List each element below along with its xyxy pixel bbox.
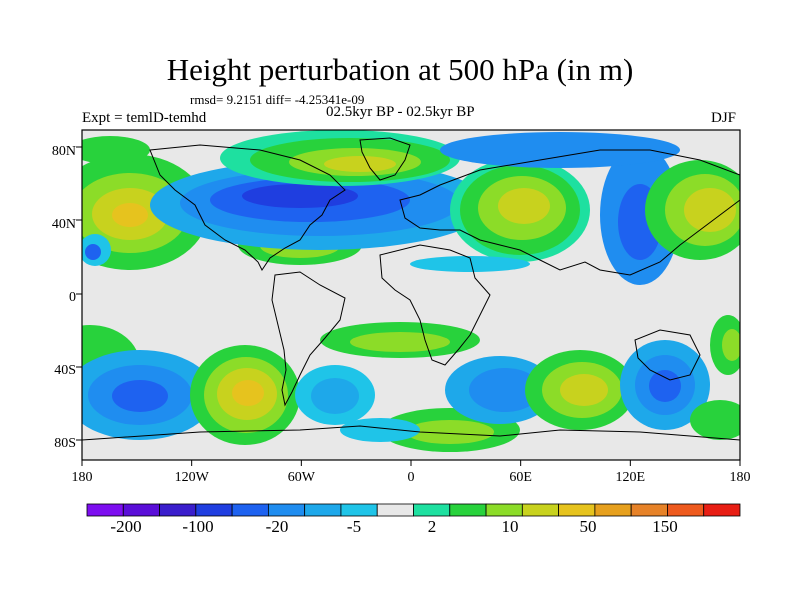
colorbar-swatch [267,503,306,517]
lon-label-120e: 120E [616,470,646,485]
experiment-label: Expt = temlD-temhd [82,110,207,126]
south-america-outline [271,271,346,407]
southern-hemisphere-anomalies [82,315,740,452]
lon-label-60e: 60E [509,470,532,485]
colorbar-swatch [485,503,523,517]
colorbar-swatch [304,503,342,517]
antarctica-outline [82,425,740,441]
colorbar-label-8: 150 [652,517,678,536]
africa-outline [379,244,491,366]
colorbar-label-5: 2 [428,517,437,536]
stats-line: rmsd= 9.2151 diff= -4.25341e-09 [190,92,365,107]
lat-label-40s: 40S [54,363,76,378]
colorbar [86,503,741,517]
colorbar-swatch [594,503,632,517]
colorbar-swatch [703,503,741,517]
lat-label-80n: 80N [52,144,76,159]
colorbar-swatch [667,503,705,517]
colorbar-label-6: 10 [502,517,519,536]
arctic-positive-anomaly [82,130,460,186]
colorbar-swatch [195,503,233,517]
colorbar-swatch [630,503,668,517]
colorbar-swatch [558,503,596,517]
tick-marks [76,146,741,466]
colorbar-swatch [449,503,487,517]
field-layer [82,130,740,460]
season-label: DJF [711,110,737,126]
colorbar-label-2: -100 [182,517,213,536]
colorbar-swatch [413,503,451,517]
eurasia-positive-anomaly [410,132,740,285]
colorbar-label-7: 50 [580,517,597,536]
colorbar-swatch [86,503,124,517]
north-america-outline [149,144,346,271]
greenland-outline [359,137,411,181]
colorbar-swatch [376,503,414,517]
lat-label-40n: 40N [52,217,76,232]
north-atlantic-negative-anomaly [150,160,490,250]
lon-label-180e: 180 [730,470,751,485]
lon-label-0: 0 [408,470,415,485]
lat-label-0: 0 [69,290,76,305]
lon-label-120w: 120W [175,470,210,485]
colorbar-swatch [521,503,560,517]
colorbar-label-3: -20 [266,517,289,536]
colorbar-swatch [159,503,197,517]
colorbar-swatch [340,503,378,517]
lon-label-60w: 60W [288,470,316,485]
lon-label-180w: 180 [72,470,93,485]
colorbar-label-4: -5 [347,517,361,536]
map-title: Height perturbation at 500 hPa (in m) [166,52,634,87]
eurasia-outline [399,149,740,276]
colorbar-swatch [122,503,160,517]
lat-label-80s: 80S [54,436,76,451]
australia-outline [634,329,701,381]
colorbar-swatch [231,503,269,517]
period-label: 02.5kyr BP - 02.5kyr BP [326,104,475,120]
colorbar-label-1: -200 [110,517,141,536]
coastlines [82,137,740,441]
